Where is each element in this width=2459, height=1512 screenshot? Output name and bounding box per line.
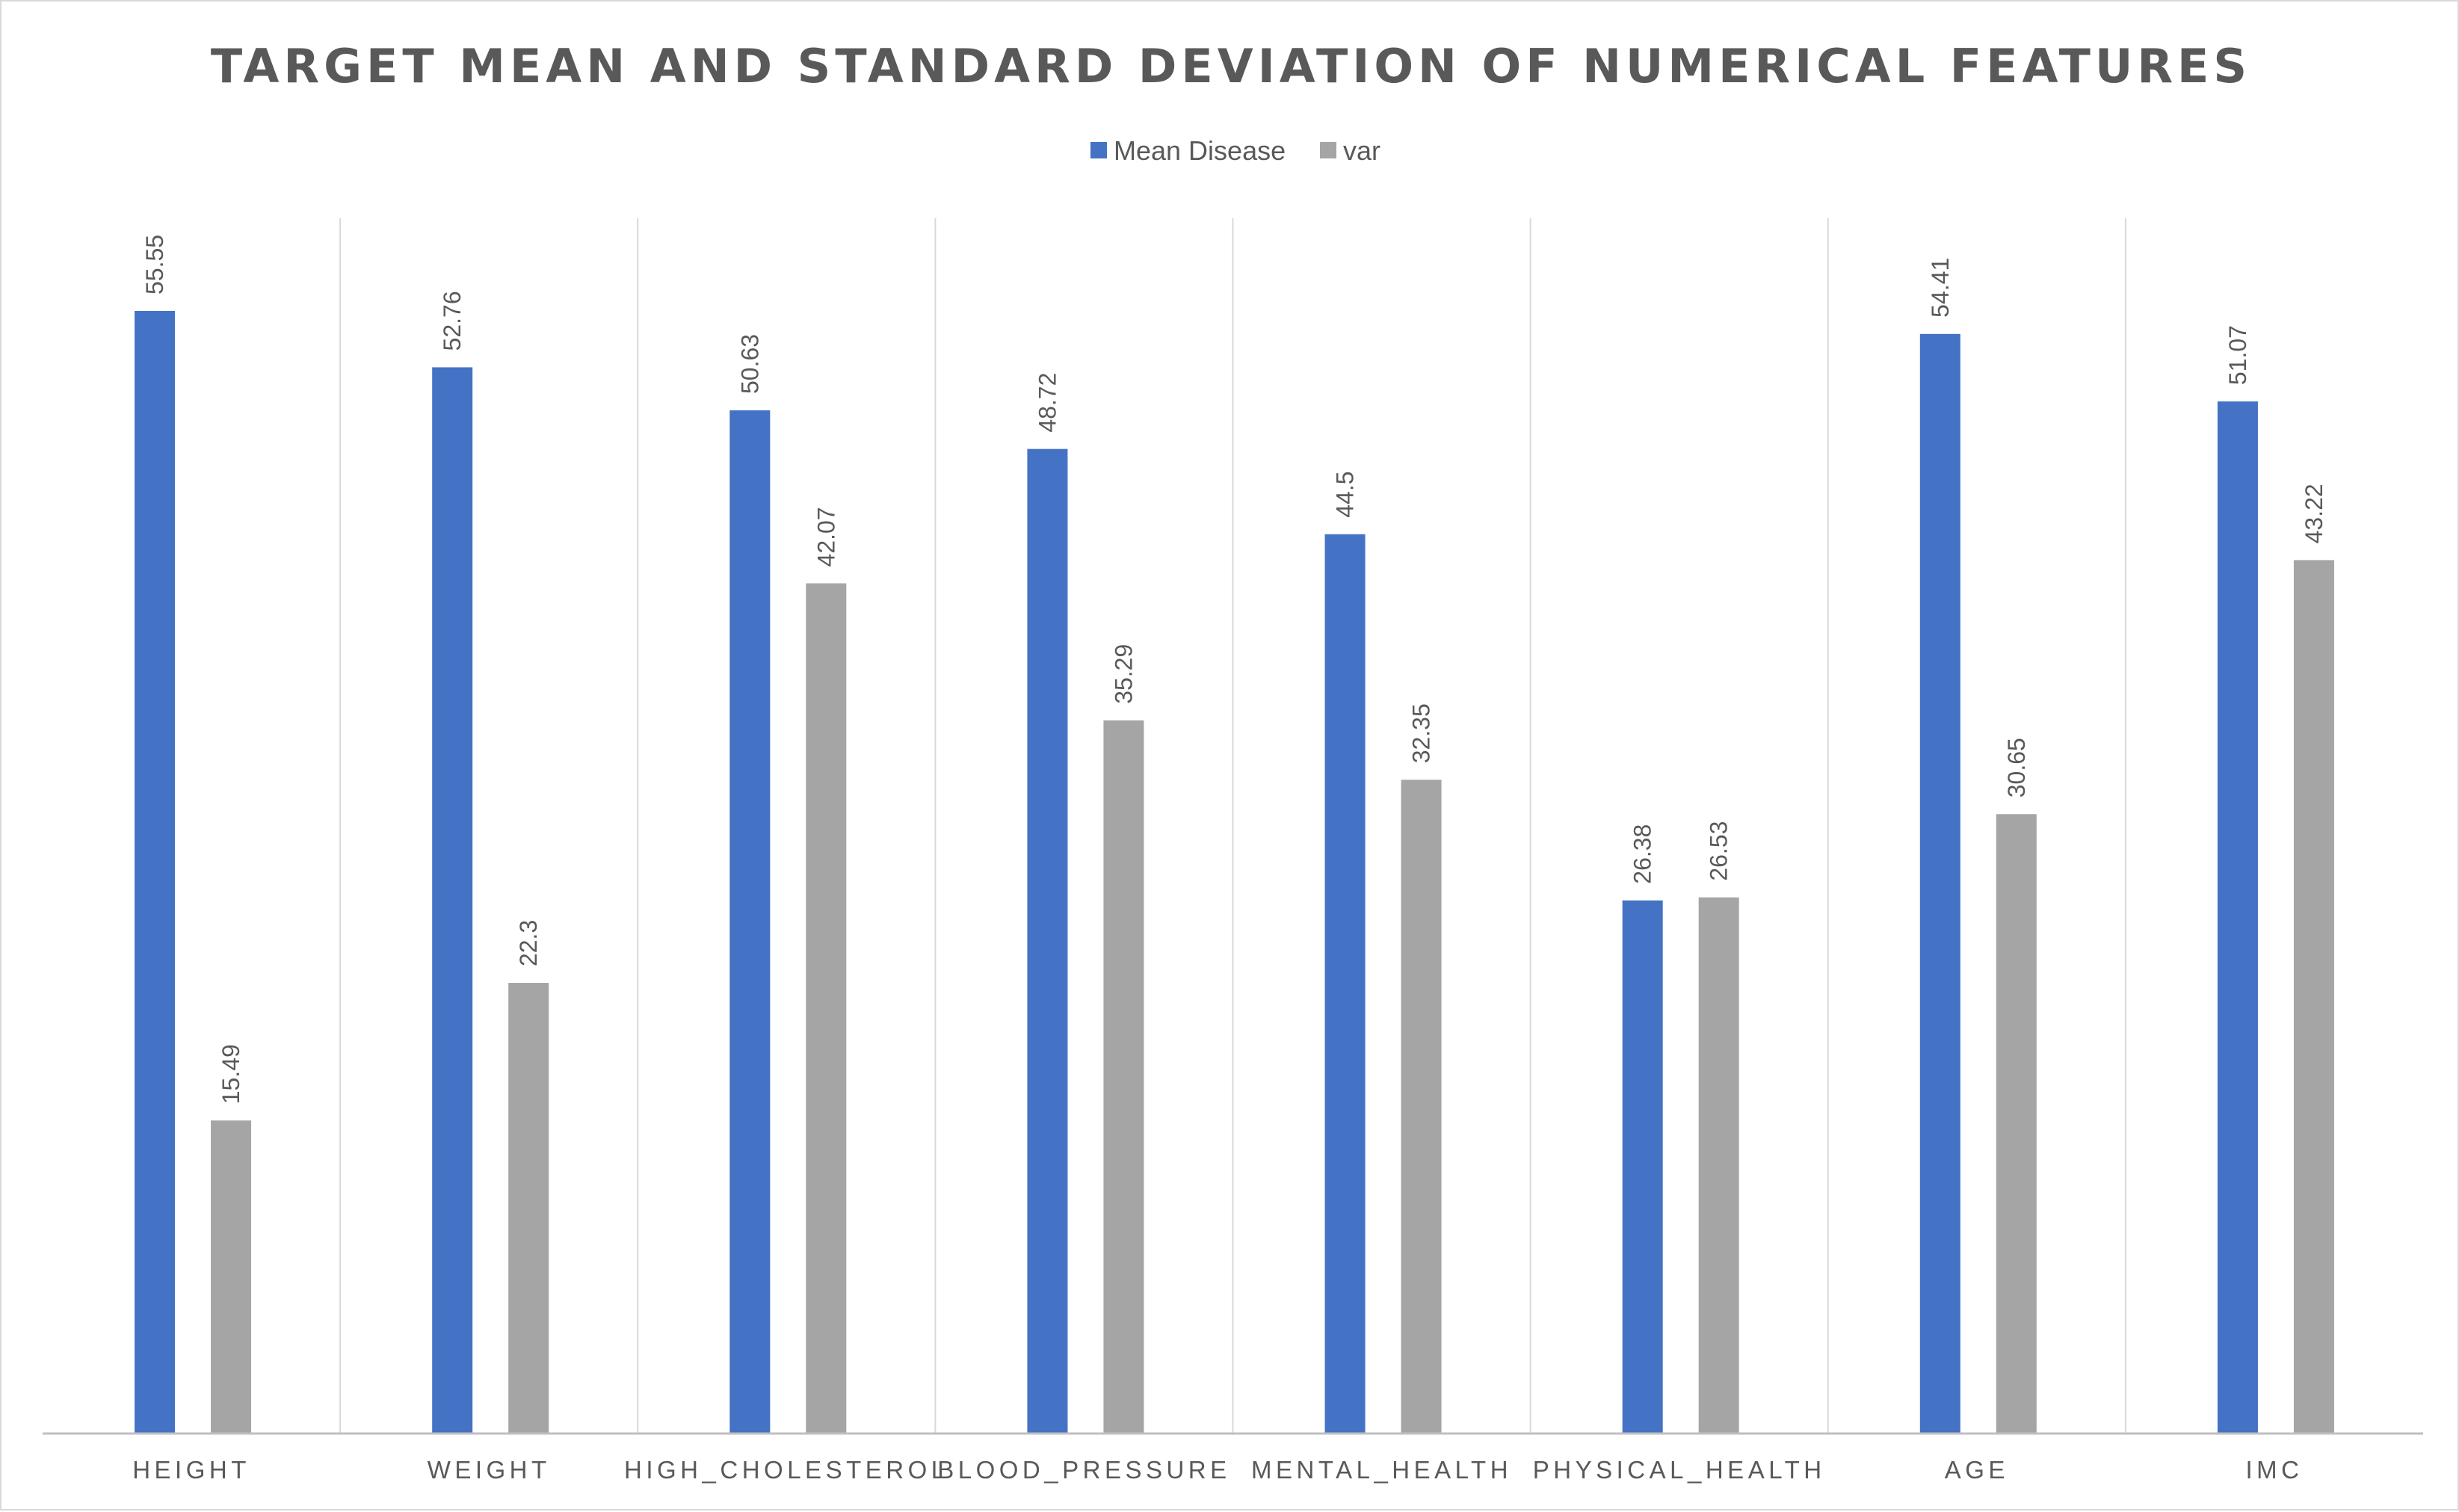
legend-swatch-mean-disease [1090,142,1107,158]
data-label-mean-disease-blood-pressure: 48.72 [1034,373,1061,433]
bars [135,311,2334,1434]
data-label-mean-disease-imc: 51.07 [2224,325,2251,385]
data-label-mean-disease-mental-health: 44.5 [1332,471,1359,517]
legend-label-mean-disease: Mean Disease [1114,135,1286,166]
category-gridlines [339,218,2126,1434]
data-label-mean-disease-physical-health: 26.38 [1629,824,1656,884]
category-label-mental-health: MENTAL_HEALTH [1251,1456,1512,1484]
chart-title: TARGET MEAN AND STANDARD DEVIATION OF NU… [211,39,2251,93]
data-label-var-age: 30.65 [2003,738,2030,797]
category-label-blood-pressure: BLOOD_PRESSURE [937,1456,1230,1484]
category-labels: HEIGHT WEIGHT HIGH_CHOLESTEROLBLOOD_PRESSU… [132,1456,2303,1484]
bar-mean-disease-high-cholesterol [729,410,771,1434]
bar-var-physical-health [1698,897,1739,1434]
category-label-weight: WEIGHT [428,1456,551,1484]
bar-var-age [1996,814,2037,1434]
data-label-var-physical-health: 26.53 [1706,821,1733,881]
bar-mean-disease-physical-health [1622,900,1663,1434]
data-label-mean-disease-age: 54.41 [1927,258,1954,318]
category-label-physical-health: PHYSICAL_HEALTH [1533,1456,1826,1484]
bar-mean-disease-height [135,311,176,1434]
category-label-height: HEIGHT [132,1456,250,1484]
data-label-var-imc: 43.22 [2301,484,2327,543]
data-label-var-weight: 22.3 [515,920,542,966]
bar-var-imc [2293,560,2334,1434]
bar-mean-disease-blood-pressure [1027,448,1068,1434]
bar-var-weight [508,983,549,1434]
data-labels: 55.55 15.49 52.76 22.3 50.63 42.07 48.72 35.29 4… [141,235,2327,1104]
bar-mean-disease-age [1919,333,1960,1434]
category-label-imc: IMC [2245,1456,2303,1484]
bar-mean-disease-imc [2217,401,2258,1434]
bar-mean-disease-mental-health [1324,534,1366,1434]
data-label-mean-disease-height: 55.55 [141,235,168,294]
category-label-age: AGE [1945,1456,2009,1484]
bar-var-height [211,1120,252,1434]
data-label-mean-disease-weight: 52.76 [439,291,466,351]
data-label-mean-disease-high-cholesterol: 50.63 [736,334,763,394]
data-label-var-blood-pressure: 35.29 [1110,644,1137,704]
bar-var-mental-health [1401,780,1442,1434]
bar-mean-disease-weight [432,367,473,1434]
data-label-var-height: 15.49 [217,1044,244,1104]
legend-label-var: var [1343,135,1380,166]
data-label-var-high-cholesterol: 42.07 [812,507,839,567]
data-label-var-mental-health: 32.35 [1408,703,1435,763]
bar-var-high-cholesterol [806,583,847,1434]
legend-swatch-var [1320,142,1336,158]
bar-var-blood-pressure [1103,720,1144,1434]
category-label-high-cholesterol: HIGH_CHOLESTEROL [624,1456,949,1484]
legend: Mean Disease var [1090,135,1380,166]
